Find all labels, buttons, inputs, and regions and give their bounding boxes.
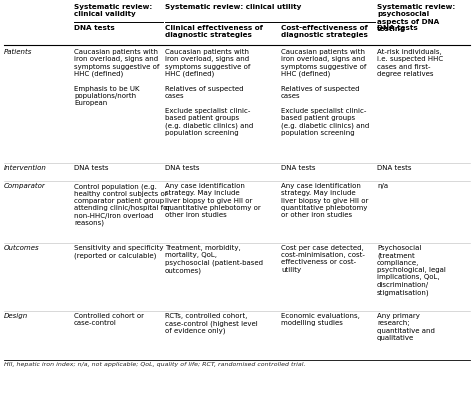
Text: Caucasian patients with
iron overload, signs and
symptoms suggestive of
HHC (def: Caucasian patients with iron overload, s… [165, 49, 253, 136]
Text: DNA tests: DNA tests [74, 165, 109, 171]
Text: Caucasian patients with
iron overload, signs and
symptoms suggestive of
HHC (def: Caucasian patients with iron overload, s… [281, 49, 369, 136]
Text: Economic evaluations,
modelling studies: Economic evaluations, modelling studies [281, 313, 360, 326]
Text: DNA tests: DNA tests [74, 25, 115, 31]
Text: n/a: n/a [377, 183, 388, 189]
Text: Clinical effectiveness of
diagnostic strategies: Clinical effectiveness of diagnostic str… [165, 25, 263, 38]
Text: Treatment, morbidity,
mortality, QoL,
psychosocial (patient-based
outcomes): Treatment, morbidity, mortality, QoL, ps… [165, 245, 263, 274]
Text: Any case identification
strategy. May include
liver biopsy to give HII or
quanti: Any case identification strategy. May in… [165, 183, 261, 218]
Text: DNA tests: DNA tests [377, 25, 418, 31]
Text: DNA tests: DNA tests [377, 165, 411, 171]
Text: Cost per case detected,
cost-minimisation, cost-
effectiveness or cost-
utility: Cost per case detected, cost-minimisatio… [281, 245, 365, 273]
Text: Caucasian patients with
iron overload, signs and
symptoms suggestive of
HHC (def: Caucasian patients with iron overload, s… [74, 49, 159, 106]
Text: Psychosocial
(treatment
compliance,
psychological, legal
implications, QoL,
disc: Psychosocial (treatment compliance, psyc… [377, 245, 446, 295]
Text: DNA tests: DNA tests [165, 165, 200, 171]
Text: Design: Design [4, 313, 28, 319]
Text: At-risk individuals,
i.e. suspected HHC
cases and first-
degree relatives: At-risk individuals, i.e. suspected HHC … [377, 49, 443, 77]
Text: Systematic review:
psychosocial
aspects of DNA
testing: Systematic review: psychosocial aspects … [377, 4, 455, 32]
Text: Comparator: Comparator [4, 183, 46, 189]
Text: Systematic review:
clinical validity: Systematic review: clinical validity [74, 4, 152, 17]
Text: DNA tests: DNA tests [281, 165, 316, 171]
Text: Outcomes: Outcomes [4, 245, 40, 251]
Text: Patients: Patients [4, 49, 32, 55]
Text: Any primary
research;
quantitative and
qualitative: Any primary research; quantitative and q… [377, 313, 435, 341]
Text: Controlled cohort or
case-control: Controlled cohort or case-control [74, 313, 144, 326]
Text: Control population (e.g.
healthy control subjects or
comparator patient group
at: Control population (e.g. healthy control… [74, 183, 170, 226]
Text: Intervention: Intervention [4, 165, 47, 171]
Text: RCTs, controlled cohort,
case-control (highest level
of evidence only): RCTs, controlled cohort, case-control (h… [165, 313, 258, 335]
Text: Systematic review: clinical utility: Systematic review: clinical utility [165, 4, 301, 10]
Text: Any case identification
strategy. May include
liver biopsy to give HII or
quanti: Any case identification strategy. May in… [281, 183, 368, 218]
Text: Sensitivity and specificity
(reported or calculable): Sensitivity and specificity (reported or… [74, 245, 164, 259]
Text: HII, hepatic iron index; n/a, not applicable; QoL, quality of life; RCT, randomi: HII, hepatic iron index; n/a, not applic… [4, 362, 306, 367]
Text: Cost-effectiveness of
diagnostic strategies: Cost-effectiveness of diagnostic strateg… [281, 25, 368, 38]
